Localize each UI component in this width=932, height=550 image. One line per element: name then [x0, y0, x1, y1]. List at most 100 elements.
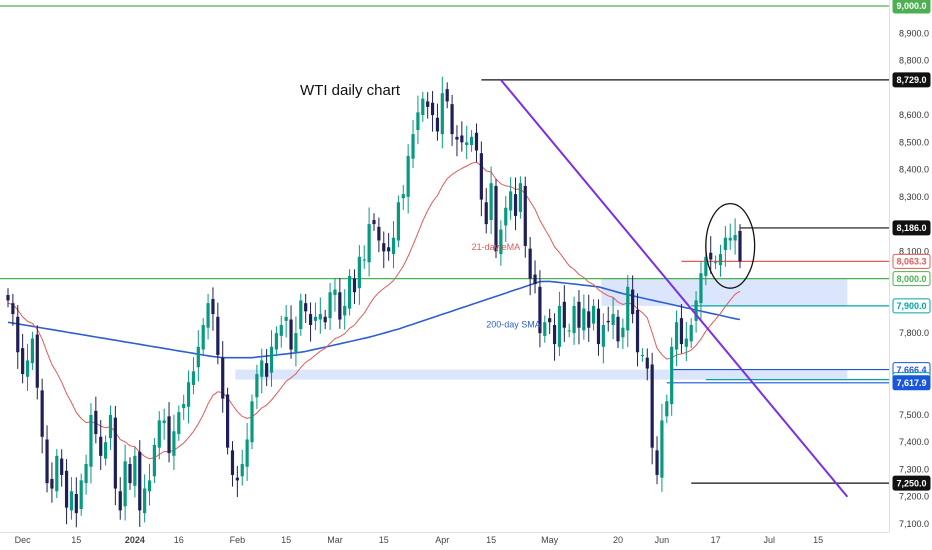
candle: [587, 294, 591, 342]
price-tick-label: 7,800.0: [899, 328, 929, 338]
price-tag: 7,617.9: [892, 375, 931, 391]
candle-body: [230, 450, 235, 475]
candle-body: [89, 414, 93, 467]
candle-body: [592, 305, 596, 324]
candle: [557, 291, 562, 357]
candle: [196, 330, 200, 382]
candle: [435, 103, 440, 141]
date-tick-label: May: [541, 535, 559, 545]
candle: [64, 459, 69, 525]
candle: [240, 449, 244, 486]
candle: [714, 255, 718, 270]
candle: [304, 293, 308, 324]
highlight-circle: [705, 203, 756, 289]
candle-body: [279, 324, 283, 336]
candle-body: [313, 316, 318, 321]
candle: [348, 269, 352, 316]
candle-body: [35, 334, 39, 388]
candle: [221, 341, 225, 413]
candle-body: [45, 439, 49, 484]
date-tick-label: 15: [379, 535, 389, 545]
candle: [474, 123, 479, 163]
candle: [11, 293, 15, 326]
candle-body: [396, 202, 400, 241]
candle-body: [640, 354, 644, 356]
price-tag-box: [892, 220, 931, 236]
candle: [465, 125, 469, 160]
candle: [118, 477, 122, 520]
candle-body: [650, 364, 654, 448]
candle-body: [679, 318, 684, 345]
candle-body: [308, 314, 313, 325]
candle: [89, 403, 93, 484]
candle: [226, 387, 230, 455]
candle-body: [714, 262, 718, 264]
candle: [631, 275, 635, 324]
candle: [460, 121, 464, 152]
candle-body: [596, 308, 601, 345]
candle: [665, 394, 669, 424]
candle: [445, 82, 449, 109]
support-zone-1: [235, 369, 848, 380]
candle: [504, 196, 508, 243]
candle: [357, 245, 361, 305]
date-tick-label: Jun: [655, 535, 670, 545]
candle: [308, 302, 313, 342]
candle: [35, 325, 39, 400]
candle-body: [684, 338, 688, 347]
candle-body: [655, 450, 659, 475]
candle: [650, 352, 654, 465]
candle-body: [323, 316, 327, 323]
price-tag: 8,729.0: [892, 72, 931, 88]
candle-body: [577, 301, 581, 328]
price-tick-label: 8,900.0: [899, 28, 929, 38]
candle-body: [74, 494, 78, 514]
price-tick-label: 8,300.0: [899, 192, 929, 202]
candle: [30, 331, 34, 370]
candle: [484, 188, 488, 234]
price-tag: 8,186.0: [892, 220, 931, 236]
candle-body: [284, 316, 288, 321]
candle: [69, 477, 74, 520]
candle-body: [499, 229, 503, 255]
price-axis: 7,100.0 7,200.0 7,300.0 7,400.0 7,500.0 7,800…: [899, 28, 929, 529]
candle-body: [513, 194, 518, 216]
candle-body: [69, 491, 74, 511]
candle-body: [562, 301, 566, 328]
candle-body: [30, 338, 34, 364]
candle: [147, 463, 152, 506]
candle-body: [572, 305, 576, 334]
candle: [343, 289, 347, 330]
candle-body: [709, 252, 713, 260]
price-tag-box: [892, 271, 931, 287]
ema-21-line: [7, 161, 741, 460]
price-tag: 7,900.0: [892, 298, 931, 314]
candle: [626, 275, 630, 348]
candle-body: [255, 374, 259, 398]
sma-200-line: [7, 280, 741, 359]
candle-body: [723, 237, 727, 251]
levels-layer: [0, 5, 889, 484]
descending-trendline: [500, 79, 849, 498]
candle: [338, 278, 342, 329]
candle: [660, 403, 664, 492]
candle: [45, 425, 49, 493]
candle: [191, 357, 196, 395]
candle: [50, 462, 54, 503]
candle-body: [167, 416, 171, 454]
candle-body: [84, 464, 88, 484]
candle: [113, 405, 117, 506]
candle-body: [611, 314, 615, 325]
candle: [552, 313, 557, 361]
candle-body: [440, 93, 444, 135]
candle: [172, 414, 176, 471]
price-tag: 8,063.3: [892, 253, 931, 269]
candle: [635, 293, 640, 367]
candle-body: [294, 333, 298, 353]
candle-body: [738, 230, 742, 262]
candle-body: [387, 247, 391, 252]
candle-body: [333, 289, 337, 295]
candle-body: [689, 324, 693, 342]
candle-body: [113, 417, 117, 489]
